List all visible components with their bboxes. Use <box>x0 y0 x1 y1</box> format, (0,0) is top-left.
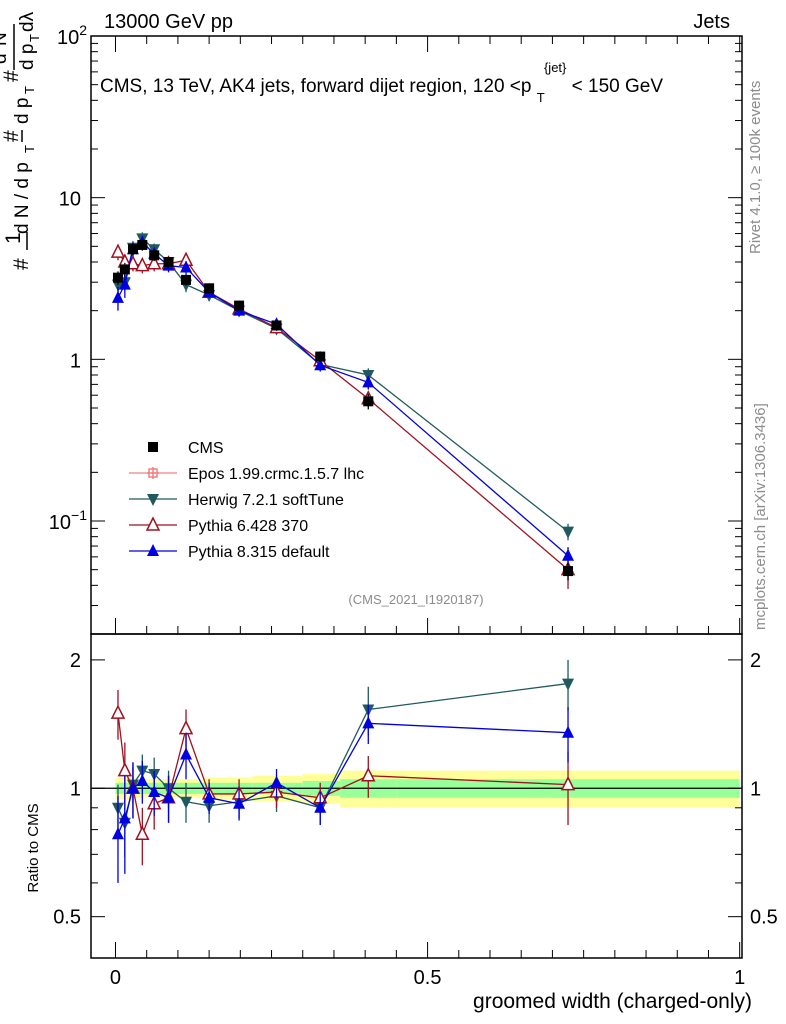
point-pythia-8-315-default <box>111 290 124 303</box>
ratio-point-pythia-6-428-370 <box>361 767 376 782</box>
legend-label-pythia-8-315-default: Pythia 8.315 default <box>188 544 330 561</box>
point-cms <box>271 320 282 331</box>
plot-title: CMS, 13 TeV, AK4 jets, forward dijet reg… <box>100 56 663 107</box>
ratio-point-pythia-8-315-default <box>148 785 161 798</box>
point-cms <box>181 274 192 285</box>
legend-marker-pythia-8-315-default <box>147 544 159 556</box>
ratio-point-pythia-8-315-default <box>126 781 139 794</box>
ratio-point-pythia-6-428-370 <box>135 825 150 841</box>
x-tick-label: 1 <box>734 967 745 989</box>
svg-text:#: # <box>10 258 33 270</box>
rivet-label: Rivet 4.1.0, ≥ 100k events <box>747 81 764 254</box>
ratio-point-pythia-6-428-370 <box>117 761 133 777</box>
svg-text:T: T <box>22 86 37 94</box>
y-tick-label: 102 <box>57 22 87 49</box>
svg-text:dλ: dλ <box>17 11 38 32</box>
legend-marker-pythia-6-428-370 <box>145 516 161 531</box>
legend-label-pythia-6-428-370: Pythia 6.428 370 <box>188 518 308 535</box>
ratio-y-axis-label: Ratio to CMS <box>25 803 42 892</box>
ratio-point-herwig-7-2-1-softtune <box>180 796 193 809</box>
ratio-point-pythia-8-315-default <box>233 796 246 809</box>
svg-text:N: N <box>0 32 11 46</box>
y-tick-label: 1 <box>70 350 81 372</box>
ratio-point-herwig-7-2-1-softtune <box>562 678 575 691</box>
y-tick-label: 10 <box>59 189 81 211</box>
x-axis-label: groomed width (charged-only) <box>473 990 752 1013</box>
legend-label-cms: CMS <box>188 440 224 457</box>
plot-title-sup: {jet} <box>544 60 567 75</box>
point-cms <box>363 396 374 407</box>
main-plot: 102 10 1 10−1 <box>49 22 743 635</box>
ratio-point-pythia-8-315-default <box>136 774 149 787</box>
ratio-point-pythia-6-428-370 <box>110 704 126 719</box>
ratio-point-pythia-6-428-370 <box>560 775 576 791</box>
svg-text:T: T <box>22 145 37 153</box>
point-cms <box>149 250 160 261</box>
ratio-tick-label-right: 2 <box>750 650 761 672</box>
main-y-axis-label: # 1 d N / d p T # d p T # d 2 N d p T dλ <box>0 11 42 270</box>
point-cms <box>563 566 574 577</box>
mcplots-label: mcplots.cern.ch [arXiv:1306.3436] <box>752 403 769 630</box>
svg-text:#: # <box>0 130 23 142</box>
x-tick-label: 0.5 <box>414 967 442 989</box>
ratio-point-pythia-8-315-default <box>362 716 375 729</box>
ratio-point-pythia-8-315-default <box>180 747 193 760</box>
category-label: Jets <box>693 11 730 33</box>
point-pythia-8-315-default <box>562 548 575 561</box>
plot-title-sub: T <box>537 90 545 105</box>
point-cms <box>119 264 130 275</box>
x-tick-label: 0 <box>110 967 121 989</box>
legend-label-herwig-7-2-1-softtune: Herwig 7.2.1 softTune <box>188 492 344 509</box>
point-cms <box>204 283 215 294</box>
point-pythia-6-428-370 <box>135 256 150 272</box>
plot-title-end: < 150 GeV <box>572 76 664 97</box>
ratio-point-pythia-8-315-default <box>162 790 175 803</box>
point-cms <box>127 244 138 255</box>
svg-text:#: # <box>0 70 23 82</box>
point-pythia-8-315-default <box>314 358 327 371</box>
point-pythia-8-315-default <box>180 260 193 273</box>
ratio-frame <box>90 633 743 959</box>
point-herwig-7-2-1-softtune <box>562 526 575 539</box>
legend-marker-cms <box>148 442 158 452</box>
point-pythia-8-315-default <box>118 277 131 290</box>
legend-marker-epos-1-99-crmc-1-5-7-lhc <box>147 467 159 479</box>
svg-text:d N / d p: d N / d p <box>12 162 33 234</box>
point-cms <box>315 351 326 362</box>
ratio-plot: 2 2 1 1 0.5 0.5 0 0.5 1 <box>53 633 778 989</box>
point-pythia-6-428-370 <box>110 243 126 258</box>
legend-label-epos-1-99-crmc-1-5-7-lhc: Epos 1.99.crmc.1.5.7 lhc <box>188 466 364 483</box>
ratio-point-pythia-8-315-default <box>314 800 327 813</box>
ratio-point-pythia-8-315-default <box>111 827 124 840</box>
ratio-tick-label: 2 <box>70 650 81 672</box>
series-line-pythia-6-428-370 <box>117 251 569 571</box>
svg-text:d p: d p <box>12 98 33 124</box>
legend: CMS Epos 1.99.crmc.1.5.7 lhc Herwig 7.2.1 … <box>129 440 364 561</box>
point-cms <box>234 300 245 311</box>
legend-marker-herwig-7-2-1-softtune <box>147 494 159 506</box>
plot-title-main: CMS, 13 TeV, AK4 jets, forward dijet reg… <box>100 76 531 97</box>
ratio-point-pythia-8-315-default <box>562 725 575 738</box>
point-cms <box>112 272 123 283</box>
ratio-point-pythia-8-315-default <box>203 790 216 803</box>
svg-text:d: d <box>0 53 11 64</box>
point-pythia-6-428-370 <box>146 255 162 270</box>
ratio-tick-label-right: 1 <box>750 778 761 800</box>
svg-text:1: 1 <box>2 232 25 244</box>
ratio-point-pythia-6-428-370 <box>178 719 194 735</box>
ratio-tick-label-right: 0.5 <box>750 907 778 929</box>
ratio-tick-label: 1 <box>70 778 81 800</box>
ratio-point-pythia-8-315-default <box>270 775 283 788</box>
y-tick-label: 10−1 <box>49 507 87 534</box>
svg-text:T: T <box>27 34 42 42</box>
point-pythia-8-315-default <box>362 375 375 388</box>
point-cms <box>137 239 148 250</box>
energy-label: 13000 GeV pp <box>104 11 233 33</box>
ratio-point-pythia-8-315-default <box>118 811 131 824</box>
ratio-tick-label: 0.5 <box>53 907 81 929</box>
analysis-watermark: (CMS_2021_I1920187) <box>348 592 483 607</box>
point-cms <box>163 257 174 268</box>
svg-text:d p: d p <box>17 44 38 70</box>
